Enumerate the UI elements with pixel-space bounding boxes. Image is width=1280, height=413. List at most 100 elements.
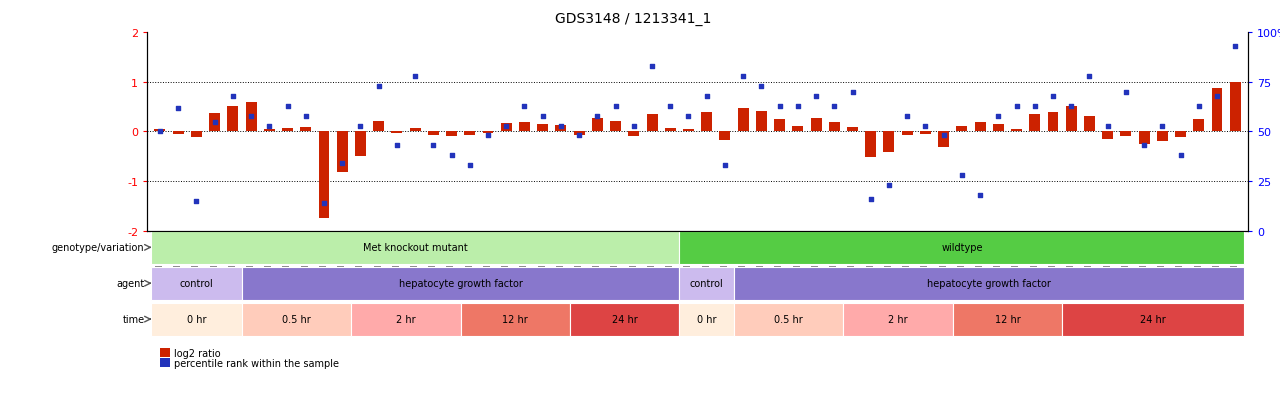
- Point: [424, 143, 444, 150]
- Bar: [483, 132, 494, 134]
- Bar: [264, 130, 275, 132]
- Point: [1116, 89, 1137, 96]
- Point: [1152, 123, 1172, 130]
- Bar: [1047, 112, 1059, 132]
- Point: [1043, 93, 1064, 100]
- Text: percentile rank within the sample: percentile rank within the sample: [174, 358, 339, 368]
- Point: [168, 105, 188, 112]
- Point: [1207, 93, 1228, 100]
- Bar: [680, 303, 733, 336]
- Point: [442, 153, 462, 159]
- Bar: [151, 231, 680, 264]
- Bar: [920, 132, 931, 135]
- Point: [678, 113, 699, 120]
- Point: [860, 196, 881, 203]
- Bar: [1175, 132, 1187, 138]
- Text: 0.5 hr: 0.5 hr: [774, 314, 803, 324]
- Bar: [1212, 88, 1222, 132]
- Point: [879, 183, 900, 189]
- Bar: [974, 122, 986, 132]
- Bar: [538, 125, 548, 132]
- Bar: [465, 132, 475, 136]
- Bar: [447, 132, 457, 137]
- Text: 0 hr: 0 hr: [698, 314, 717, 324]
- Point: [588, 113, 608, 120]
- Point: [605, 103, 626, 110]
- Bar: [901, 132, 913, 136]
- Bar: [1066, 107, 1076, 132]
- Point: [623, 123, 644, 130]
- Point: [806, 93, 827, 100]
- Bar: [573, 132, 585, 135]
- Bar: [646, 115, 658, 132]
- Text: hepatocyte growth factor: hepatocyte growth factor: [927, 278, 1051, 289]
- Bar: [1120, 132, 1132, 137]
- Bar: [282, 128, 293, 132]
- Point: [150, 129, 170, 135]
- Point: [696, 93, 717, 100]
- Point: [460, 163, 480, 169]
- Bar: [301, 127, 311, 132]
- Text: 2 hr: 2 hr: [397, 314, 416, 324]
- Bar: [938, 132, 948, 148]
- Point: [897, 113, 918, 120]
- Point: [314, 200, 334, 207]
- Bar: [792, 126, 804, 132]
- Bar: [319, 132, 329, 219]
- Bar: [570, 303, 680, 336]
- Text: log2 ratio: log2 ratio: [174, 348, 220, 358]
- Point: [241, 113, 261, 120]
- Text: Met knockout mutant: Met knockout mutant: [362, 243, 467, 253]
- Bar: [392, 132, 402, 134]
- Point: [1170, 153, 1190, 159]
- Text: 2 hr: 2 hr: [888, 314, 908, 324]
- Point: [751, 83, 772, 90]
- Point: [915, 123, 936, 130]
- Bar: [719, 132, 731, 141]
- Bar: [883, 132, 895, 153]
- Bar: [733, 303, 844, 336]
- Point: [1079, 74, 1100, 80]
- Bar: [844, 303, 952, 336]
- Bar: [865, 132, 877, 158]
- Bar: [151, 267, 242, 300]
- Bar: [461, 303, 570, 336]
- Point: [296, 113, 316, 120]
- Bar: [1193, 120, 1204, 132]
- Bar: [684, 130, 694, 132]
- Bar: [173, 132, 183, 135]
- Point: [787, 103, 808, 110]
- Point: [205, 119, 225, 126]
- Text: time: time: [123, 314, 145, 324]
- Bar: [428, 132, 439, 135]
- Bar: [952, 303, 1062, 336]
- Point: [733, 74, 754, 80]
- Bar: [1230, 83, 1240, 132]
- Bar: [1084, 116, 1094, 132]
- Point: [951, 173, 972, 179]
- Bar: [664, 128, 676, 132]
- Text: control: control: [690, 278, 723, 289]
- Bar: [774, 120, 785, 132]
- Point: [186, 198, 206, 205]
- Bar: [956, 126, 968, 132]
- Text: 12 hr: 12 hr: [995, 314, 1020, 324]
- Point: [332, 161, 352, 167]
- Bar: [155, 130, 165, 132]
- Bar: [556, 126, 566, 132]
- Text: 24 hr: 24 hr: [612, 314, 637, 324]
- Text: genotype/variation: genotype/variation: [52, 243, 145, 253]
- Bar: [756, 112, 767, 132]
- Point: [1225, 44, 1245, 50]
- Bar: [374, 121, 384, 132]
- Bar: [591, 118, 603, 132]
- Point: [259, 123, 279, 130]
- Bar: [209, 113, 220, 132]
- Bar: [1029, 115, 1041, 132]
- Bar: [1102, 132, 1114, 140]
- Point: [404, 74, 425, 80]
- Point: [369, 83, 389, 90]
- Bar: [228, 107, 238, 132]
- Bar: [191, 132, 202, 138]
- Bar: [847, 127, 858, 132]
